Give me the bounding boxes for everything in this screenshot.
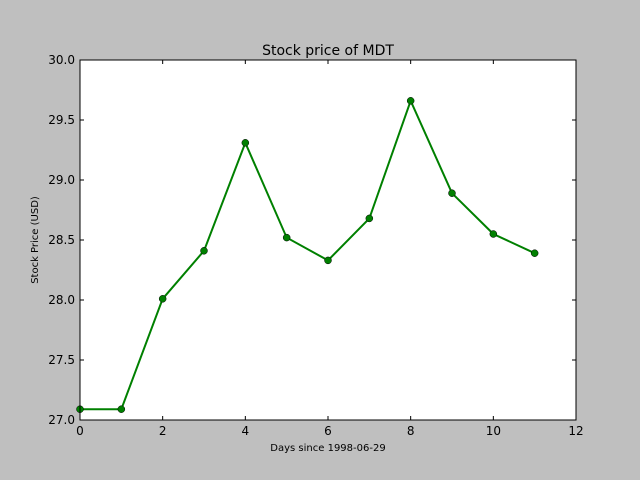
plot-area: [80, 60, 576, 420]
x-tick-label: 2: [159, 424, 167, 438]
data-point: [117, 405, 126, 413]
x-tick-label: 8: [407, 424, 415, 438]
chart-title: Stock price of MDT: [262, 43, 394, 59]
x-tick-label: 6: [324, 424, 332, 438]
y-tick-label: 27.5: [48, 353, 75, 367]
data-point: [158, 295, 167, 303]
series-points: [76, 97, 539, 413]
x-tick-label: 10: [486, 424, 501, 438]
x-axis-label: Days since 1998-06-29: [270, 443, 385, 454]
y-tick-label: 28.0: [48, 293, 75, 307]
x-tick-label: 12: [568, 424, 583, 438]
y-tick-label: 29.0: [48, 173, 75, 187]
plot-frame: [79, 59, 577, 421]
data-point: [241, 139, 250, 147]
y-tick-label: 29.5: [48, 113, 75, 127]
data-point: [406, 97, 415, 105]
x-tick-label: 4: [242, 424, 250, 438]
data-point: [200, 247, 208, 255]
data-point: [282, 233, 291, 242]
data-point: [530, 249, 539, 257]
x-tick-label: 0: [76, 424, 84, 438]
data-point: [489, 230, 498, 238]
series-line: [80, 98, 536, 411]
data-point: [324, 256, 332, 265]
y-tick-label: 30.0: [48, 53, 75, 67]
data-point: [448, 189, 456, 197]
y-tick-label: 27.0: [48, 413, 75, 427]
y-axis-label: Stock Price (USD): [30, 196, 41, 284]
x-axis: 0 2 4 6 8 10 12: [76, 60, 584, 438]
data-point: [365, 214, 374, 223]
y-tick-label: 28.5: [48, 233, 75, 247]
